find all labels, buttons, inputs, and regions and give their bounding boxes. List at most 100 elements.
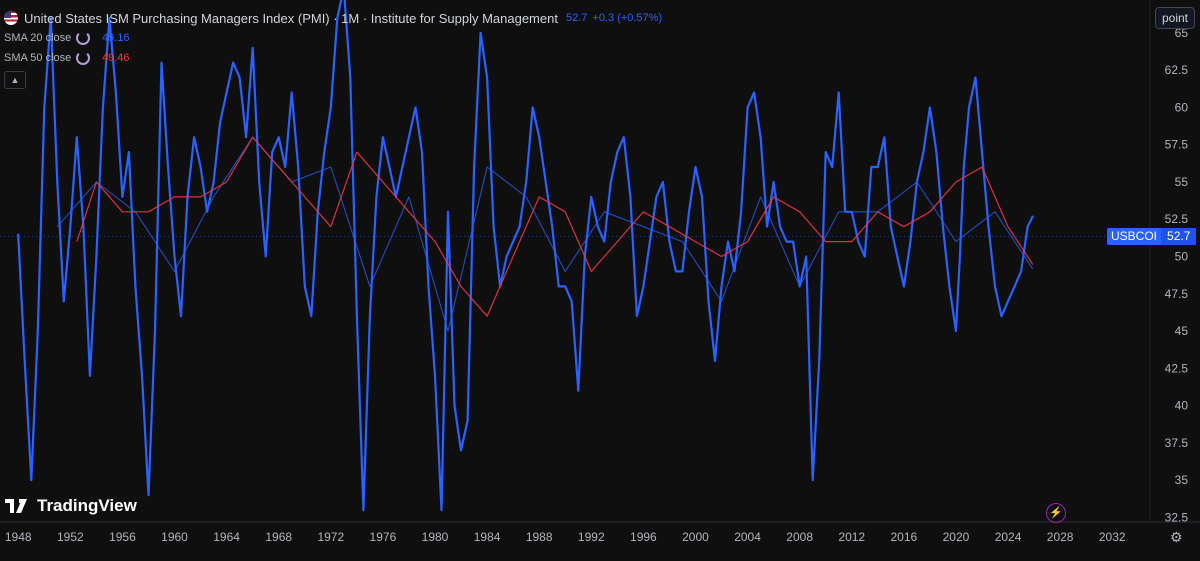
scale-mode-button[interactable]: point — [1155, 7, 1195, 29]
pmi-point — [492, 225, 495, 228]
y-axis-ticks: 65 62.5 60 57.5 55 52.5 50 47.5 45 42.5 40 37.5 35 32… — [1165, 26, 1189, 525]
pmi-point — [1026, 225, 1029, 228]
pmi-point — [89, 375, 91, 377]
pmi-point — [219, 121, 221, 124]
pmi-point — [134, 285, 137, 288]
pmi-point — [414, 106, 417, 109]
pmi-point — [304, 285, 306, 288]
pmi-point — [662, 181, 664, 183]
pmi-point — [277, 136, 280, 138]
pmi-point — [922, 151, 925, 153]
pmi-point — [727, 240, 729, 243]
pmi-point — [212, 181, 215, 183]
x-axis-ticks: 1948 1952 1956 1960 1964 1968 1972 1976 1980 1984… — [5, 530, 1126, 544]
x-tick-label: 2004 — [734, 530, 761, 544]
pmi-point — [714, 360, 716, 362]
pmi-point — [1020, 270, 1022, 273]
pmi-point — [597, 225, 599, 228]
pmi-point — [258, 181, 261, 183]
last-price-tag: USBCOI 52.7 — [1107, 228, 1197, 245]
y-tick-label: 40 — [1175, 399, 1189, 413]
us-flag-icon — [4, 11, 18, 25]
sma20-row[interactable]: SMA 20 close 49.16 — [4, 28, 662, 48]
sma20-line — [56, 136, 1034, 332]
legend-title-row[interactable]: United States ISM Purchasing Managers In… — [4, 8, 662, 28]
pmi-point — [720, 285, 723, 288]
pmi-point — [623, 136, 625, 138]
pmi-point — [1007, 300, 1009, 303]
collapse-legend-button[interactable]: ▲ — [4, 71, 26, 89]
pmi-point — [1000, 315, 1003, 318]
pmi-point — [375, 196, 378, 198]
pmi-point — [154, 330, 156, 332]
y-tick-label: 60 — [1175, 100, 1189, 114]
y-tick-label: 52.5 — [1165, 212, 1189, 226]
pmi-point — [466, 419, 469, 422]
pmi-point — [864, 255, 866, 258]
series-layer — [17, 0, 1034, 512]
pmi-point — [271, 151, 274, 153]
x-tick-label: 1980 — [422, 530, 449, 544]
gear-icon[interactable]: ⚙ — [1170, 529, 1183, 545]
last-value: 52.7 — [565, 12, 588, 24]
pmi-point — [232, 61, 234, 64]
pmi-point — [681, 270, 684, 273]
pmi-point — [173, 255, 176, 258]
pmi-point — [525, 181, 527, 183]
loading-spinner-icon — [76, 31, 90, 45]
y-tick-label: 32.5 — [1165, 511, 1189, 525]
sma20-label: SMA 20 close — [4, 32, 72, 44]
sma20-value: 49.16 — [102, 32, 130, 44]
pmi-point — [544, 181, 547, 183]
y-tick-label: 57.5 — [1165, 138, 1189, 152]
pmi-point — [518, 225, 521, 228]
pmi-point — [701, 196, 703, 198]
pmi-point — [115, 91, 117, 94]
pmi-point — [388, 166, 391, 168]
y-tick-label: 47.5 — [1165, 287, 1189, 301]
pmi-point — [323, 151, 326, 153]
x-tick-label: 1968 — [265, 530, 292, 544]
y-tick-label: 42.5 — [1165, 361, 1189, 375]
pmi-point — [766, 225, 768, 228]
pmi-point — [473, 166, 475, 168]
pmi-point — [903, 285, 905, 288]
pmi-point — [531, 106, 534, 109]
y-tick-label: 37.5 — [1165, 436, 1189, 450]
pmi-point — [225, 91, 228, 94]
y-tick-label: 50 — [1175, 250, 1189, 264]
y-tick-label: 55 — [1175, 175, 1189, 189]
price-tag-symbol: USBCOI — [1107, 228, 1162, 245]
pmi-point — [753, 91, 755, 94]
pmi-point — [959, 255, 961, 258]
x-tick-label: 1972 — [317, 530, 344, 544]
pmi-point — [421, 151, 423, 153]
pmi-point — [909, 240, 912, 243]
pmi-point — [95, 255, 98, 258]
pmi-point — [694, 166, 697, 168]
pmi-point — [121, 196, 124, 198]
pmi-point — [564, 285, 566, 288]
pmi-point — [141, 375, 143, 377]
pmi-point — [206, 211, 208, 213]
pmi-point — [616, 151, 619, 153]
pmi-point — [82, 225, 85, 228]
pmi-point — [23, 360, 26, 362]
x-tick-label: 1956 — [109, 530, 136, 544]
pmi-point — [427, 285, 430, 288]
sma50-row[interactable]: SMA 50 close 49.46 — [4, 48, 662, 68]
lightning-icon[interactable]: ⚡ — [1046, 503, 1066, 523]
y-tick-label: 35 — [1175, 473, 1189, 487]
pmi-point — [199, 166, 202, 168]
pmi-point — [401, 166, 404, 168]
pmi-point — [811, 479, 814, 482]
x-tick-label: 1960 — [161, 530, 188, 544]
pmi-point — [63, 300, 65, 303]
pmi-point — [707, 300, 710, 303]
pmi-point — [17, 233, 20, 235]
pmi-point — [981, 151, 983, 153]
tradingview-logo[interactable]: TradingView — [5, 496, 137, 516]
pmi-point — [929, 106, 931, 109]
sma50-line — [76, 136, 1034, 317]
